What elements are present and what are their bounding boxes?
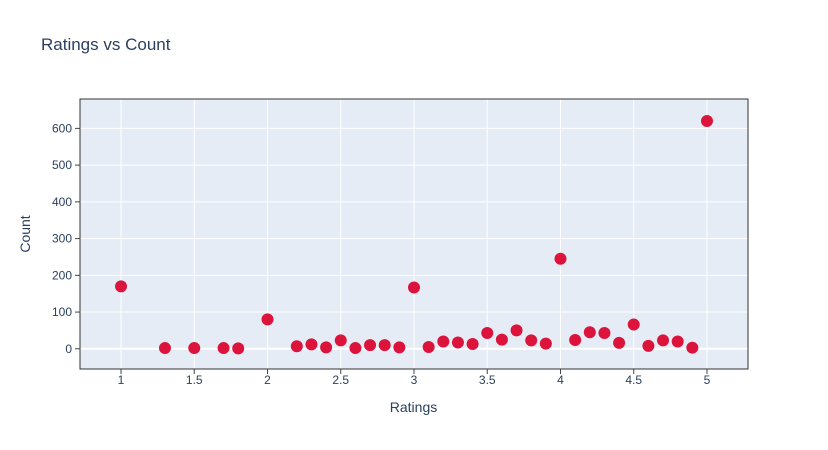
data-point[interactable] [539, 337, 552, 350]
y-tick-label: 600 [52, 121, 72, 135]
x-tick-label: 2 [264, 373, 271, 387]
x-tick-label: 1 [118, 373, 125, 387]
data-point[interactable] [657, 334, 670, 347]
data-point[interactable] [290, 340, 303, 353]
data-points [115, 115, 713, 355]
x-tick-label: 5 [704, 373, 711, 387]
data-point[interactable] [510, 324, 523, 337]
data-point[interactable] [642, 339, 655, 352]
y-tick-label: 100 [52, 305, 72, 319]
y-tick-label: 400 [52, 195, 72, 209]
data-point[interactable] [115, 280, 128, 293]
data-point[interactable] [686, 341, 699, 354]
data-point[interactable] [627, 318, 640, 331]
data-point[interactable] [569, 333, 582, 346]
x-tick-label: 2.5 [332, 373, 349, 387]
data-point[interactable] [700, 115, 713, 128]
plot-frame [79, 98, 749, 370]
data-point[interactable] [437, 335, 450, 348]
data-point[interactable] [334, 334, 347, 347]
data-point[interactable] [305, 338, 318, 351]
y-axis-title: Count [17, 215, 33, 252]
data-point[interactable] [232, 342, 245, 355]
data-point[interactable] [671, 335, 684, 348]
data-point[interactable] [349, 342, 362, 355]
x-tick-label: 3 [411, 373, 418, 387]
data-point[interactable] [188, 342, 201, 355]
data-point[interactable] [481, 327, 494, 339]
data-point[interactable] [554, 252, 567, 265]
data-point[interactable] [422, 340, 435, 353]
y-tick-label: 300 [52, 232, 72, 246]
tick-labels: 1 1.5 2 2.5 3 3.5 4 4.5 5 0 100 200 300 400 500 600 [52, 121, 711, 387]
data-point[interactable] [598, 327, 611, 339]
data-point[interactable] [583, 326, 596, 339]
y-tick-label: 500 [52, 158, 72, 172]
chart-title: Ratings vs Count [41, 35, 171, 54]
data-point[interactable] [320, 341, 333, 354]
x-tick-label: 1.5 [186, 373, 203, 387]
data-point[interactable] [158, 342, 171, 355]
data-point[interactable] [261, 313, 274, 326]
data-point[interactable] [217, 342, 230, 355]
data-point[interactable] [364, 339, 377, 352]
data-point[interactable] [408, 281, 420, 294]
data-point[interactable] [466, 338, 479, 351]
data-point[interactable] [393, 341, 406, 354]
y-tick-label: 200 [52, 268, 72, 282]
data-point[interactable] [613, 336, 626, 349]
data-point[interactable] [378, 339, 391, 352]
x-axis-title: Ratings [390, 399, 437, 415]
y-tick-label: 0 [65, 342, 72, 356]
grid-layer [75, 99, 748, 374]
x-tick-label: 4 [557, 373, 564, 387]
x-tick-label: 3.5 [479, 373, 496, 387]
x-tick-label: 4.5 [625, 373, 642, 387]
data-point[interactable] [525, 334, 538, 347]
data-point[interactable] [495, 333, 508, 346]
data-point[interactable] [451, 336, 464, 349]
